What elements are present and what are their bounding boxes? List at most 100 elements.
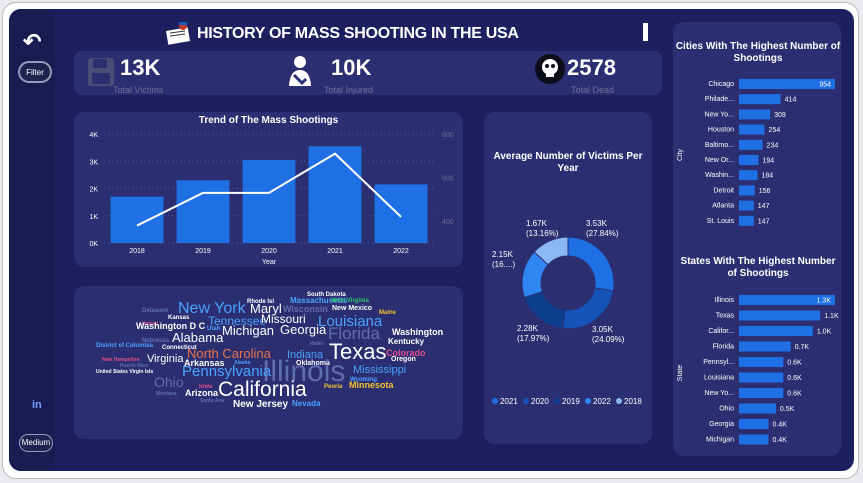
cities-chart: Chicago 954 Philade... 414 New Yo... 309 Houst… <box>677 79 835 226</box>
hbar <box>739 200 754 211</box>
wordcloud-word: Utah <box>207 326 221 332</box>
linkedin-icon[interactable]: in <box>32 399 42 411</box>
donut-chart-card <box>484 112 652 444</box>
filter-button[interactable]: Filter <box>18 61 52 83</box>
kpi-victims-value: 13K <box>120 55 161 80</box>
trend-chart-title: Trend of The Mass Shootings <box>198 115 339 126</box>
donut-slice <box>567 236 615 292</box>
category-label: Louisiana <box>704 375 734 382</box>
legend-label: 2021 <box>500 397 518 406</box>
wordcloud-word: Kentucky <box>388 337 425 346</box>
value-label: 1.0K <box>817 329 832 336</box>
legend-label: 2020 <box>531 397 549 406</box>
x-tick-label: 2018 <box>129 248 145 255</box>
category-label: St. Louis <box>707 218 735 225</box>
x-axis-title: Year <box>262 259 277 266</box>
donut-chart: 3.53K (27.84%) 3.05K (24.09%) 2.28K (17.97%) 2… <box>492 219 642 406</box>
medium-button[interactable]: Medium <box>19 434 53 452</box>
wordcloud-word: Ohio <box>154 374 184 390</box>
back-arrow-icon[interactable]: ↶ <box>23 29 42 54</box>
trend-bar <box>242 159 296 243</box>
category-label: Atlanta <box>712 203 734 210</box>
sidebar <box>9 9 55 471</box>
wordcloud-word: Arizona <box>185 388 219 398</box>
legend-marker <box>585 398 591 404</box>
category-label: New Yo... <box>704 390 734 397</box>
category-label: Texas <box>716 313 735 320</box>
legend-marker <box>492 398 498 404</box>
wordcloud-word: Georgia <box>280 322 327 337</box>
header-divider <box>643 23 648 41</box>
floppy-disk-icon <box>88 58 114 86</box>
wordcloud-word: Florida <box>328 324 381 343</box>
wordcloud-word: Santa Ana <box>200 398 224 404</box>
trend-line <box>136 152 402 227</box>
wordcloud-word: Delaware <box>142 308 169 314</box>
wordcloud-word: Minnesota <box>349 380 394 390</box>
trend-chart: 0K 1K 2K 3K 4K 400 600 800 2018 2019 2020 2021 2022 Y… <box>89 132 454 266</box>
category-label: New Or... <box>705 157 734 164</box>
wordcloud-word: Alabama <box>172 330 224 345</box>
wordcloud-word: Iowa <box>199 384 213 390</box>
category-label: Baltimo... <box>705 142 734 149</box>
hbar <box>739 357 784 367</box>
wordcloud-word: Wyoming <box>350 377 377 383</box>
hbar <box>739 388 784 398</box>
wordcloud-word: Virginia <box>147 353 184 365</box>
trend-bar <box>374 184 428 243</box>
wordcloud-word: Idaho <box>310 341 323 347</box>
hbar <box>739 139 763 150</box>
wordcloud-word: Colorado <box>386 348 426 358</box>
wordcloud-word: Maine <box>379 310 397 316</box>
value-label: 954 <box>819 82 831 89</box>
legend-label: 2019 <box>562 397 580 406</box>
wordcloud-word: Oregon <box>391 356 416 363</box>
wordcloud-word: Maryl <box>250 301 282 316</box>
hbar <box>739 155 759 165</box>
value-label: 1.3K <box>817 298 832 305</box>
value-label: 0.4K <box>773 437 788 444</box>
wordcloud-word: New Jersey <box>233 399 288 410</box>
wordcloud-word: Puerto Rico <box>120 363 148 369</box>
dashboard-header: HISTORY OF MASS SHOOTING IN THE USA <box>161 21 519 47</box>
kpi-injured-label: Total Injured <box>324 85 374 95</box>
hbar <box>739 326 813 336</box>
category-label: Ohio <box>719 406 734 413</box>
page-title: HISTORY OF MASS SHOOTING IN THE USA <box>197 25 519 42</box>
wordcloud-word: Mississippi <box>353 364 406 376</box>
hbar <box>739 124 765 135</box>
y2-tick-label: 400 <box>442 219 454 226</box>
value-label: 147 <box>758 203 770 210</box>
hbar <box>739 94 781 105</box>
legend-label: 2018 <box>624 397 642 406</box>
wordcloud-word: Texas <box>329 339 386 364</box>
value-label: 0.7K <box>795 344 810 351</box>
trend-bar <box>110 196 164 243</box>
hbar <box>739 109 771 120</box>
wordcloud-word: Indiana <box>287 349 324 361</box>
value-label: 0.6K <box>787 391 802 398</box>
wordcloud-word: Montana <box>156 391 177 397</box>
category-label: Florida <box>713 344 735 351</box>
y-tick-label: 3K <box>89 159 98 166</box>
wordcloud-word: Pennsylvania <box>182 363 272 380</box>
wordcloud-word: Rhode Isl <box>247 299 274 305</box>
legend-marker <box>554 398 560 404</box>
value-label: 194 <box>763 158 775 165</box>
wordcloud-card <box>74 286 463 439</box>
wordcloud-word: District of Columbia <box>96 343 154 349</box>
kpi-dead-value: 2578 <box>567 55 616 80</box>
wordcloud-word: Connecticut <box>162 345 197 351</box>
y2-tick-label: 800 <box>442 132 454 139</box>
y-tick-label: 1K <box>89 214 98 221</box>
value-label: 0.5K <box>780 406 795 413</box>
hbar <box>739 170 758 181</box>
wordcloud-word: West Virginia <box>331 298 369 304</box>
wordcloud-word: Michigan <box>222 323 274 338</box>
wordcloud-word: New York <box>178 300 247 317</box>
wordcloud-word: California <box>218 378 307 401</box>
x-tick-label: 2021 <box>327 248 343 255</box>
kpi-dead-label: Total Dead <box>571 85 615 95</box>
